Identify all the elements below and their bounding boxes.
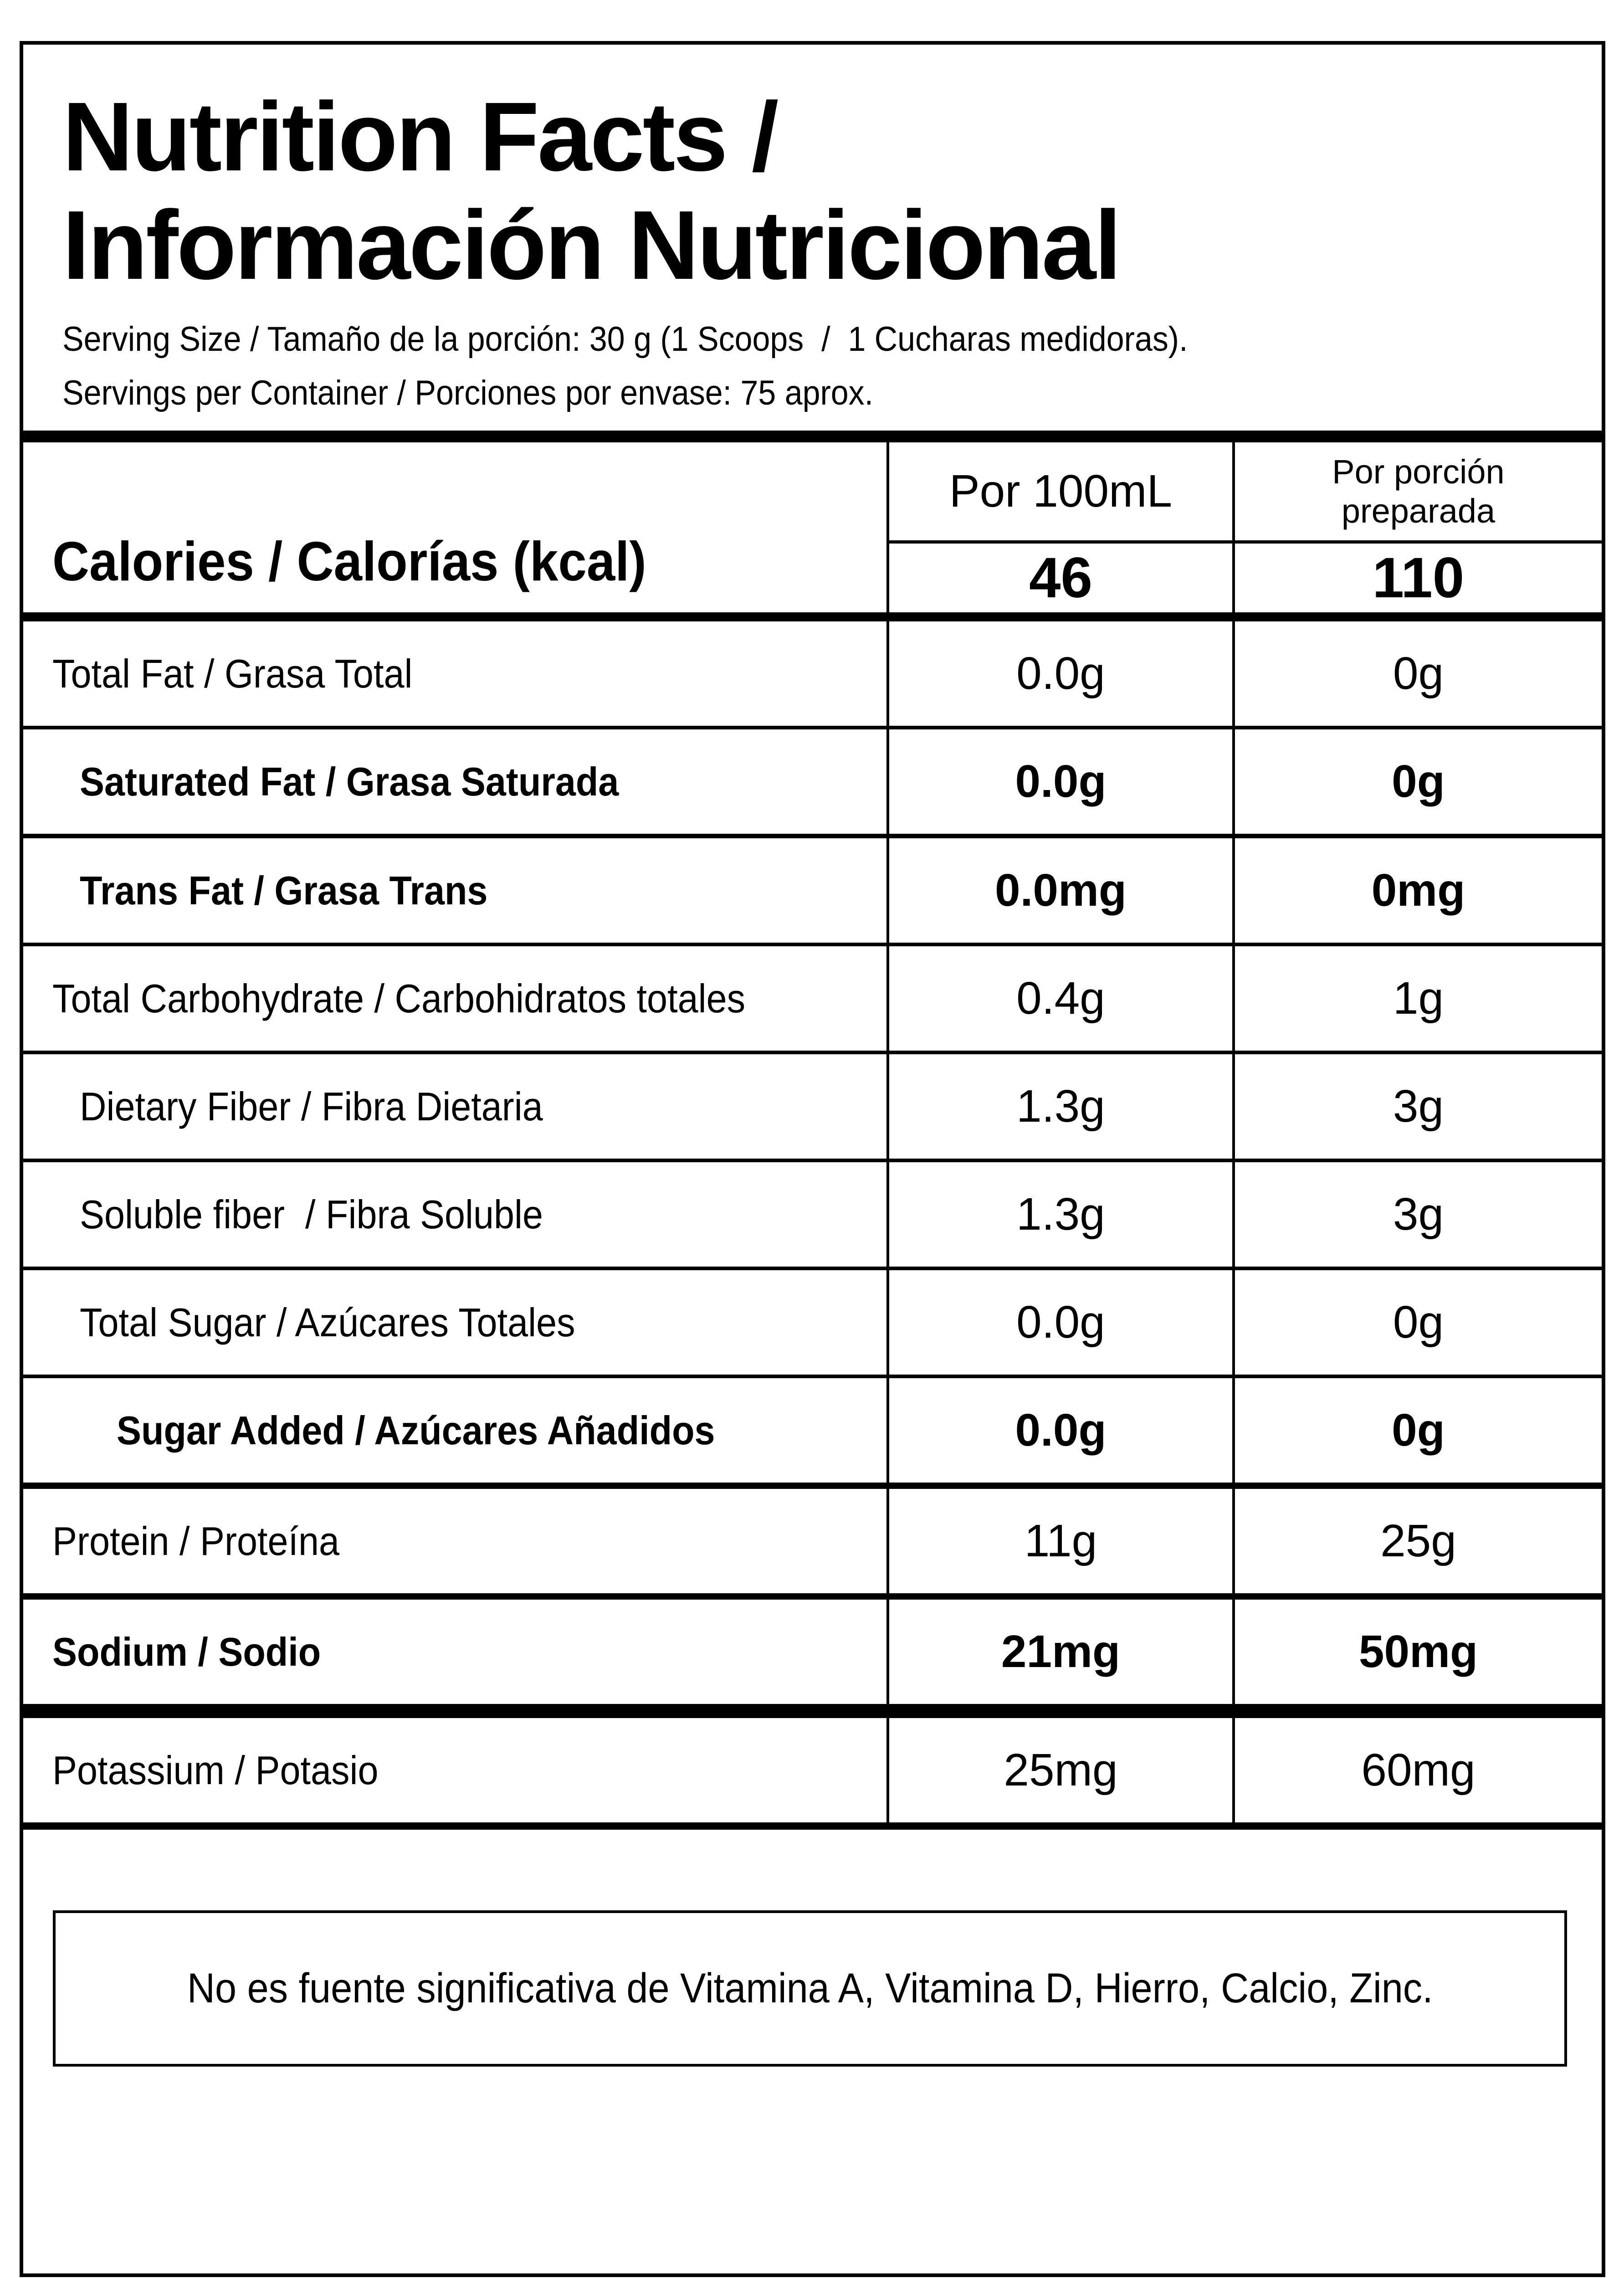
nutrient-table: Total Fat / Grasa Total 0.0g 0g Saturate… bbox=[23, 621, 1602, 1830]
table-row-soluble-fiber: Soluble fiber / Fibra Soluble 1.3g 3g bbox=[23, 1159, 1602, 1267]
value-per-100ml: 0.0g bbox=[886, 729, 1232, 834]
table-row-total-sugar: Total Sugar / Azúcares Totales 0.0g 0g bbox=[23, 1267, 1602, 1375]
table-row-saturated-fat: Saturated Fat / Grasa Saturada 0.0g 0g bbox=[23, 726, 1602, 834]
table-row-dietary-fiber: Dietary Fiber / Fibra Dietaria 1.3g 3g bbox=[23, 1051, 1602, 1159]
value-per-100ml: 0.0mg bbox=[886, 838, 1232, 943]
table-header: Calories / Calorías (kcal) Por 100mL Por… bbox=[23, 442, 1602, 621]
table-row-total-carbohydrate: Total Carbohydrate / Carbohidratos total… bbox=[23, 943, 1602, 1051]
table-row-total-fat: Total Fat / Grasa Total 0.0g 0g bbox=[23, 621, 1602, 726]
label-title: Nutrition Facts / Información Nutriciona… bbox=[62, 82, 1583, 299]
table-row-sodium: Sodium / Sodio 21mg 50mg bbox=[23, 1593, 1602, 1704]
value-per-portion: 3g bbox=[1232, 1054, 1602, 1159]
title-line-spanish: Información Nutricional bbox=[62, 190, 1122, 300]
nutrition-facts-label: Nutrition Facts / Información Nutriciona… bbox=[20, 41, 1605, 2277]
value-per-100ml: 1.3g bbox=[886, 1162, 1232, 1267]
value-per-portion: 3g bbox=[1232, 1162, 1602, 1267]
serving-size-line: Serving Size / Tamaño de la porción: 30 … bbox=[62, 320, 1188, 359]
value-per-100ml: 0.0g bbox=[886, 1378, 1232, 1483]
value-per-100ml: 0.0g bbox=[886, 1270, 1232, 1375]
column-header-per-portion: Por porción preparada bbox=[1232, 442, 1602, 540]
value-per-100ml: 21mg bbox=[886, 1600, 1232, 1704]
thick-divider-top bbox=[23, 431, 1602, 442]
calories-value-per-portion: 110 bbox=[1232, 540, 1602, 612]
serving-info: Serving Size / Tamaño de la porción: 30 … bbox=[62, 313, 1583, 420]
value-per-100ml: 0.4g bbox=[886, 946, 1232, 1051]
table-row-trans-fat: Trans Fat / Grasa Trans 0.0mg 0mg bbox=[23, 834, 1602, 943]
calories-value-per-100ml: 46 bbox=[886, 540, 1232, 612]
servings-per-container-line: Servings per Container / Porciones por e… bbox=[62, 374, 874, 412]
value-per-100ml: 0.0g bbox=[886, 621, 1232, 726]
value-per-portion: 0g bbox=[1232, 729, 1602, 834]
value-per-100ml: 1.3g bbox=[886, 1054, 1232, 1159]
table-row-sugar-added: Sugar Added / Azúcares Añadidos 0.0g 0g bbox=[23, 1375, 1602, 1483]
value-per-portion: 0mg bbox=[1232, 838, 1602, 943]
value-per-100ml: 11g bbox=[886, 1489, 1232, 1593]
footnote-box: No es fuente significativa de Vitamina A… bbox=[53, 1910, 1567, 2067]
column-header-per-100ml: Por 100mL bbox=[886, 442, 1232, 540]
value-per-100ml: 25mg bbox=[886, 1718, 1232, 1822]
value-per-portion: 25g bbox=[1232, 1489, 1602, 1593]
value-per-portion: 0g bbox=[1232, 621, 1602, 726]
value-per-portion: 60mg bbox=[1232, 1718, 1602, 1822]
value-per-portion: 50mg bbox=[1232, 1600, 1602, 1704]
title-line-english: Nutrition Facts / bbox=[62, 82, 779, 191]
table-row-potassium: Potassium / Potasio 25mg 60mg bbox=[23, 1704, 1602, 1822]
calories-label: Calories / Calorías (kcal) bbox=[52, 530, 646, 592]
footnote-text: No es fuente significativa de Vitamina A… bbox=[187, 1965, 1433, 2011]
value-per-portion: 0g bbox=[1232, 1270, 1602, 1375]
table-row-protein: Protein / Proteína 11g 25g bbox=[23, 1483, 1602, 1593]
value-per-portion: 0g bbox=[1232, 1378, 1602, 1483]
value-per-portion: 1g bbox=[1232, 946, 1602, 1051]
